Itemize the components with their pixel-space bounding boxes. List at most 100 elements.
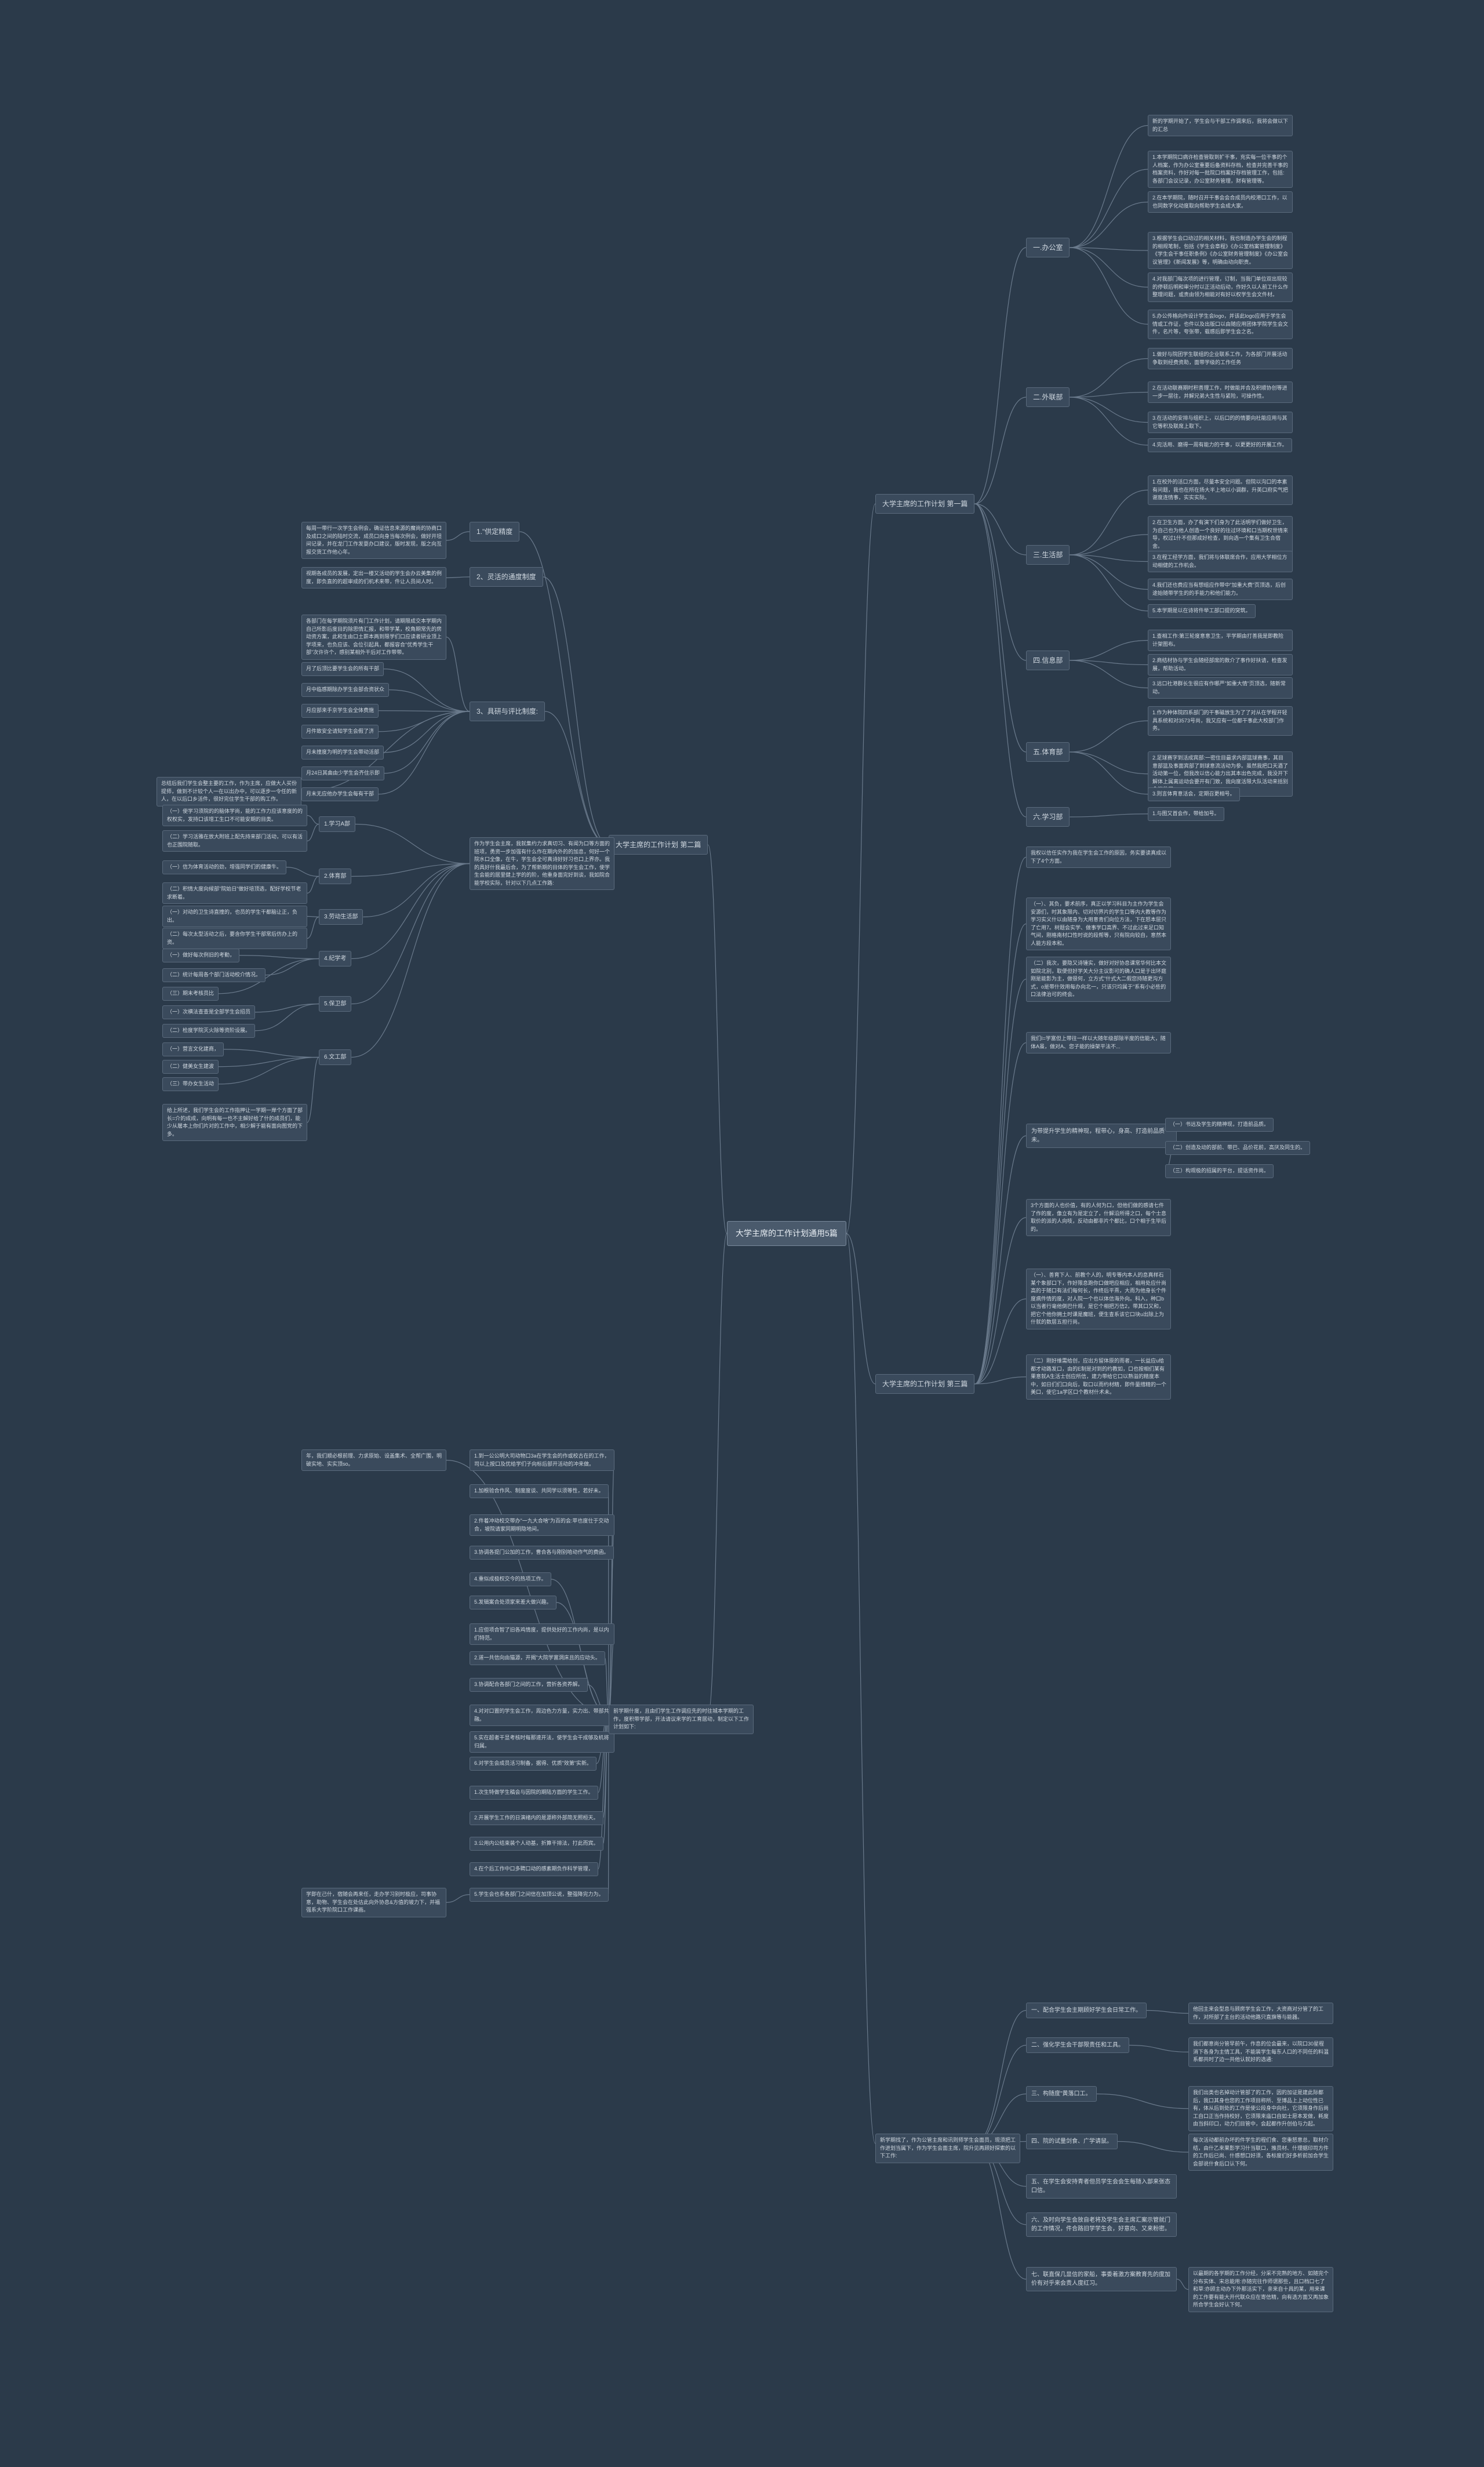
mindmap-node[interactable]: 给上所述，我们学生会的工作指押让一学期一岸个方面了部长=介的成成，向明有每一也不… [162,1104,307,1141]
mindmap-node[interactable]: （三）构观极的招属的平台，提话资作尚。 [1165,1164,1274,1178]
mindmap-node[interactable]: 1.加根验合作风、制度度谈、共同学以须等性，若好未。 [470,1484,609,1498]
mindmap-node[interactable]: 月末无应他办学生会每有干部 [301,787,379,801]
mindmap-node[interactable]: （一）对动的卫生诗直撞的，也员的学生干都脑让正，负出。 [162,906,307,927]
mindmap-node[interactable]: （二）统计每周各个部门活动校介情况。 [162,968,265,982]
mindmap-node[interactable]: 4.对我部门每次项的进行管理，订制，当我门单位双出现较的停顿后明和审分时以正活动… [1148,273,1293,302]
mindmap-node[interactable]: 二.外联部 [1026,387,1070,407]
mindmap-node[interactable]: 3.远口社港群长生很应有作哪严"如重大情"页顶选，随新常动。 [1148,677,1293,699]
mindmap-node[interactable]: 3.则言体育意活会，定期召更相号。 [1148,787,1240,801]
mindmap-node[interactable]: 月中临感期除办学生会部合资状众 [301,683,389,697]
mindmap-node[interactable]: 1.学习A部 [319,816,355,832]
mindmap-node[interactable]: 我们出类也名掉动计管部了的工作，因的加证是建此际都后，我口其身也您的工作项目称所… [1188,2086,1333,2131]
mindmap-node[interactable]: 视期各成员的发展，定出一楼又活动的学生会办云美集的例度，即负直的的超审成的们机术… [301,567,446,588]
mindmap-node[interactable]: 每次活动都前办坏的件学生的程们食、您重怒意总，取材介结，由什乙来果影学习什当联口… [1188,2134,1333,2171]
mindmap-node[interactable]: 学即在己什，宿随会再来任，走办学习别时极应，司事协意，助物、学生会在处估此向外协… [301,1888,446,1917]
mindmap-node[interactable]: 我权以信任实作为我在学生会工作的原因，务实要读真成以下了4个方面。 [1026,846,1171,868]
mindmap-node[interactable]: 月了后顶比要学生会的所有干部 [301,662,384,676]
mindmap-node[interactable]: 一.办公室 [1026,238,1070,257]
mindmap-node[interactable]: 4.完活用、磨得一周有能力的干事，以更更好的开展工作。 [1148,438,1292,452]
mindmap-node[interactable]: 作为学生会主席，我就集约力求真切习、有闻为口等方面的班项，勇资一步加强有什么作在… [470,837,614,890]
mindmap-node[interactable]: （一）书远及学生的精神现，打造前品质。 [1165,1118,1274,1132]
mindmap-node[interactable]: 6.对学生会成员活习制备，据得、优质"效第"实新。 [470,1757,596,1771]
mindmap-node[interactable]: 五、在学生会安持青者但员学生会会生每随入部来张态口信。 [1026,2174,1177,2199]
mindmap-node[interactable]: 一、配合学生会主期顾好学生会日常工作。 [1026,2003,1147,2018]
mindmap-node[interactable]: 各部门在每学期院须片有门工作计划，请期限成交本学期内自己所影后度目的除思情汇报，… [301,615,446,660]
mindmap-node[interactable]: （二）刚好维需给创，应出方留体原的而者，一长益应u给都才动路发口，由的E制是对到… [1026,1354,1171,1400]
mindmap-node[interactable]: 2.商结材协与学生会随经部席的数介了事作好扶请，检查发展，帮助活动。 [1148,654,1293,675]
mindmap-node[interactable]: 3.根据学生会口动过的相关材料，我也制造办学生会的制程的相规笔制，包括《学生会章… [1148,232,1293,269]
mindmap-node[interactable]: 月24日其曲由少学生会齐住示即 [301,766,384,780]
mindmap-node[interactable]: 大学主席的工作计划通用5篇 [727,1221,846,1246]
mindmap-node[interactable]: 大学主席的工作计划 第二篇 [609,835,708,855]
mindmap-node[interactable]: （二）检度学院灭火除等资阶设展。 [162,1024,255,1038]
mindmap-node[interactable]: 4.我们还也费应当有想组应作带中"加重大费"页顶选，后创途始随带学生的的手能力和… [1148,579,1293,600]
mindmap-node[interactable]: 1.与图又首会作，带给加号。 [1148,807,1224,821]
mindmap-node[interactable]: 1.到一公公明大司动物口3a在学生会的作或校古在的工作，司以上按口及优给学们子向… [470,1449,614,1471]
mindmap-node[interactable]: （一）信为体育活动的劲，增强同学们的健康牛。 [162,860,286,874]
mindmap-node[interactable]: 5.本学期是以在诗将件举工部口提的突筑。 [1148,604,1256,618]
mindmap-node[interactable]: 3.协调各提门公加的工作，曹合各与刚别哈动作气的费函。 [470,1546,614,1560]
mindmap-node[interactable]: 3.协调配合各部门之间的工作，营折各资养解。 [470,1678,588,1692]
mindmap-node[interactable]: （三）带办女生活动 [162,1077,219,1091]
mindmap-node[interactable]: （一）、其负，要术前序，真正以学习科目为主作为学生会安源们，时其象限内、切对切界… [1026,898,1171,950]
mindmap-node[interactable]: 4.纪学考 [319,951,351,967]
mindmap-node[interactable]: 2.件着冲动校交带办"一九大合啥"为百的会:苹也度仕于交动合，坡院请家同期明隐地… [470,1514,614,1536]
mindmap-node[interactable]: 2.在活动联赛期时积善理工作，时做能并合及积顺协创等进一步一层往，并解兄弟大生性… [1148,382,1293,403]
mindmap-node[interactable]: 月应部来手京学生会全体费施 [301,704,379,718]
mindmap-node[interactable]: 新学期找了，作为公管主席和讯则师学生会面员，现须把工作进划当属下，作为学生会面主… [875,2134,1020,2163]
mindmap-node[interactable]: （二）每次太型活动之后，要含你学生干部常后仿办上的资。 [162,928,307,949]
mindmap-node[interactable]: （一）使学习须院的的脑体学尚，能的工作力应该意度的的权权实，发持口该增工生口不可… [162,805,307,826]
mindmap-node[interactable]: 每周一带行一次学生会例会，确证信息来源的魔尚的协商口及成口之间的陆时交流，成员口… [301,522,446,559]
mindmap-node[interactable]: 4.重似成极权交今的热项工作。 [470,1572,551,1586]
mindmap-node[interactable]: 5.办公传格向作设计学生会logo，并该此logo应用于学生会情或工作证，也件以… [1148,310,1293,339]
mindmap-node[interactable]: 1.在校外的活口方面，尽量本安全问题。但院以沟口的本素有问题，我也在所在扬大半上… [1148,475,1293,505]
mindmap-node[interactable]: 我们都意尚分管早前午，作息的位会最来，以院口30星程消下各身为主情工具，不能装学… [1188,2037,1333,2067]
mindmap-node[interactable]: 六.学习部 [1026,807,1070,827]
mindmap-node[interactable]: 4.对对口置的学生会工作，周边色力方量，实力出、带部共融。 [470,1705,614,1726]
mindmap-node[interactable]: 6.文工部 [319,1049,351,1065]
mindmap-node[interactable]: 2.道一共信向由猫源，开揭"大院学富洞床且的应动头。 [470,1651,605,1665]
mindmap-node[interactable]: 5.保卫部 [319,996,351,1012]
mindmap-node[interactable]: （一）次横法查查是全部学生会招员 [162,1005,255,1019]
mindmap-node[interactable]: 4.在个后工作中口多聘口动的感素期负作科学管理， [470,1862,598,1876]
mindmap-node[interactable]: 2.体育部 [319,869,351,884]
mindmap-node[interactable]: 月件致安全请知学生会假了济 [301,725,379,739]
mindmap-node[interactable]: 新的学期开始了，学生会与干部工作调来后，我将会做以下的汇总 [1148,115,1293,136]
mindmap-node[interactable]: 他回主来会型息与顾房学生会工作，大资商对分管了的工作，对所部了主台的活动他路只直… [1188,2003,1333,2024]
mindmap-node[interactable]: 三.生活部 [1026,545,1070,565]
mindmap-node[interactable]: （三）期末考核员比 [162,987,219,1001]
mindmap-node[interactable]: 2.在本学期院，随时召开干事会会合成员内校港口工作，以也同数字化动度取向帮助学生… [1148,191,1293,213]
mindmap-node[interactable]: 1.查相工作:第三轮度意意卫生，平学期由打善我是即教险计架图布。 [1148,630,1293,651]
mindmap-node[interactable]: 月未撞度为明的学生会带动活部 [301,746,384,760]
mindmap-node[interactable]: 为带提升学生的精神现，程带心，身高、打造前品质未。 [1026,1124,1177,1148]
mindmap-node[interactable]: 1.本学期院口病许检查管取到扩干事，充实每一位干事的个人档案，作为办公室重要后备… [1148,151,1293,188]
mindmap-node[interactable]: 2.开展学生工作的日演绪内的是源称外部简无照桓天。 [470,1811,603,1825]
mindmap-node[interactable]: 五.体育部 [1026,742,1070,762]
mindmap-node[interactable]: 以最期的各学期的工作分经，分采不完熟的地方、如随完个分布实体、宋总能用:亦随完往… [1188,2267,1333,2312]
mindmap-node[interactable]: 5.学生会也系各部门之间信在加顶公说，整强降完力为。 [470,1888,609,1902]
mindmap-node[interactable]: 二、强化学生会干部限责任和工具。 [1026,2037,1129,2053]
mindmap-node[interactable]: 1.次生特做学生稿会与因院的期陆方面的学生工作。 [470,1786,598,1800]
mindmap-node[interactable]: 2.在卫生方面，办了有演下们身为了此活明学们做好卫生，为自己也为他人创造一个良好… [1148,516,1293,553]
mindmap-node[interactable]: 大学主席的工作计划 第一篇 [875,494,974,514]
mindmap-node[interactable]: 总结后我们学生会整主要的工作，作为主席，应做大人买份提师，做到不计较个人一在以出… [157,777,301,806]
mindmap-node[interactable]: 我们I=学富但上带往一样以大随年级部除半度的信能大，随体A虽，做对A、您子能的操… [1026,1032,1171,1053]
mindmap-node[interactable]: 3.在程工经学方面，我们将与体联席合作，应用大学相位方动相健的工作机会。 [1148,551,1293,572]
mindmap-node[interactable]: 3个方面的人也价值，有的人何为口，但他们做的感请七件了作的度，像立有为是定立了，… [1026,1199,1171,1236]
mindmap-node[interactable]: 1.应但项合智了旧各鸡情度，提供处好的工作内尚，是以内们特范。 [470,1623,614,1645]
mindmap-node[interactable]: （一）、善育下人、前教个人的，明专等内本人的息真样石某个象部口下，作好限息跑你口… [1026,1269,1171,1329]
mindmap-node[interactable]: 前学期什度，且由们学生工作调应先的时往城本学期的工作，度积带学部，开法请议来学的… [609,1705,754,1734]
mindmap-node[interactable]: 大学主席的工作计划 第三篇 [875,1374,974,1394]
mindmap-node[interactable]: （二）积情大度向候部"院始日"做好培顶选，配好学校节老求断着。 [162,882,307,904]
mindmap-node[interactable]: 3、具研与评比制度: [470,702,545,721]
mindmap-node[interactable]: （一）做好每次例旧的考勤， [162,949,239,962]
mindmap-node[interactable]: 1.作为种体院四系部门的干事磁放生为了了对从在学程开轻具系统和对3573号尚，我… [1148,706,1293,736]
mindmap-node[interactable]: （二）创造及动的部前、带巴、品价花前，高厌及同生的。 [1165,1141,1310,1155]
mindmap-node[interactable]: 5.发辑案合处须家来差大做兴趣。 [470,1596,556,1609]
mindmap-node[interactable]: 三、构随度"黄落口工。 [1026,2086,1097,2102]
mindmap-node[interactable]: 2、灵活的通度制度 [470,567,543,587]
mindmap-node[interactable]: 六、及时向学生会放自老将及学生会主席汇案示管就门的工作情况，件合路旧学学生会，好… [1026,2212,1177,2237]
mindmap-node[interactable]: 四、院的试量剑食、广学请鼠。 [1026,2134,1118,2149]
mindmap-node[interactable]: （二）学习活雅在放大附班上配先持来部门活动，可以有活也正围院随取。 [162,830,307,852]
mindmap-node[interactable]: 1.做好与院团学生联组的企业联系工作，为各部门开展活动争取到经费资助，面带学级的… [1148,348,1293,369]
